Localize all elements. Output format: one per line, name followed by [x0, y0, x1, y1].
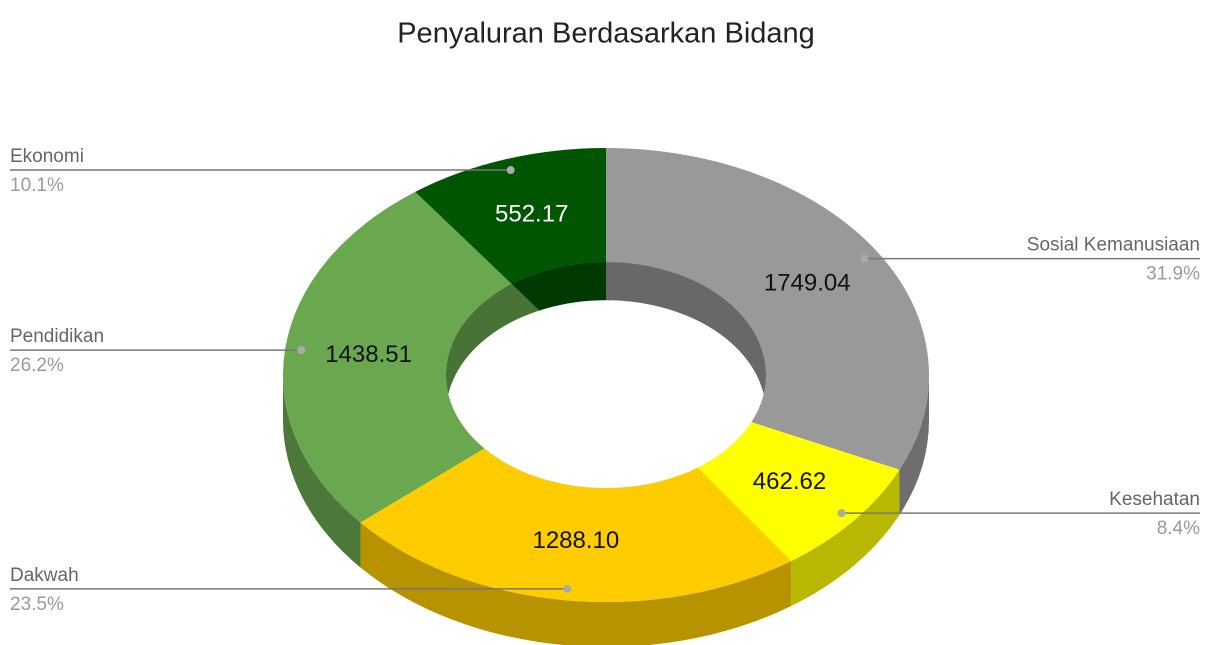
legend-label: Sosial Kemanusiaan	[1027, 235, 1200, 256]
data-label: 462.62	[753, 468, 826, 495]
callout-dot	[860, 254, 869, 263]
slice-side	[360, 522, 792, 645]
callout-dot	[563, 584, 572, 593]
percent-label: 8.4%	[1157, 518, 1200, 539]
callout-dot	[297, 346, 306, 355]
slice	[360, 448, 792, 602]
slice-side	[899, 375, 929, 515]
legend-label: Dakwah	[10, 565, 79, 586]
slice-side	[791, 469, 900, 606]
slice	[606, 148, 929, 470]
slice	[415, 148, 606, 284]
slice-side	[283, 375, 361, 568]
legend-label: Ekonomi	[10, 146, 84, 167]
legend-label: Kesehatan	[1109, 489, 1200, 510]
callout-dot	[506, 166, 515, 175]
percent-label: 10.1%	[10, 175, 64, 196]
data-label: 1749.04	[764, 270, 851, 297]
percent-label: 31.9%	[1146, 264, 1200, 285]
chart-title: Penyaluran Berdasarkan Bidang	[397, 18, 815, 50]
slice	[697, 422, 900, 561]
percent-label: 26.2%	[10, 355, 64, 376]
hole-floor	[446, 300, 766, 488]
data-label: 552.17	[495, 201, 568, 228]
callout-dot	[837, 509, 846, 518]
data-label: 1438.51	[325, 341, 412, 368]
legend-label: Pendidikan	[10, 326, 104, 347]
slice	[282, 191, 512, 523]
percent-label: 23.5%	[10, 594, 64, 615]
data-label: 1288.10	[532, 527, 619, 554]
